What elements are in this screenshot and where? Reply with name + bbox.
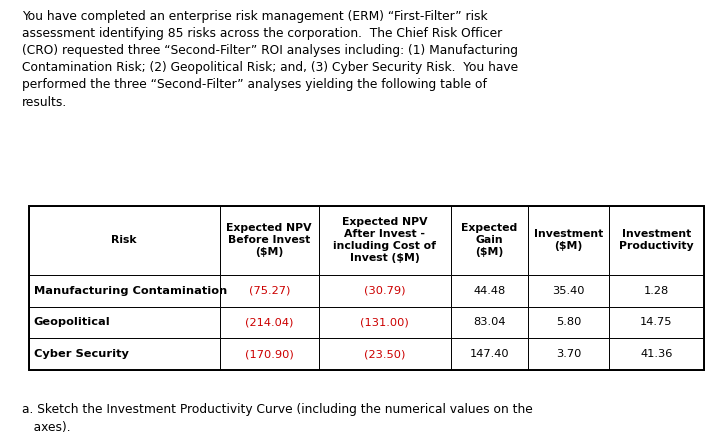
Text: Geopolitical: Geopolitical — [34, 318, 111, 328]
Text: (131.00): (131.00) — [361, 318, 409, 328]
Text: Expected
Gain
($M): Expected Gain ($M) — [462, 223, 518, 258]
Text: Expected NPV
Before Invest
($M): Expected NPV Before Invest ($M) — [227, 223, 312, 258]
Text: 147.40: 147.40 — [469, 349, 509, 359]
Text: Investment
Productivity: Investment Productivity — [619, 230, 694, 251]
Text: 44.48: 44.48 — [473, 286, 505, 296]
Text: Risk: Risk — [112, 235, 137, 245]
Text: Investment
($M): Investment ($M) — [534, 230, 603, 251]
Text: 5.80: 5.80 — [556, 318, 581, 328]
Text: 14.75: 14.75 — [640, 318, 672, 328]
Text: 1.28: 1.28 — [644, 286, 669, 296]
Text: Expected NPV
After Invest -
including Cost of
Invest ($M): Expected NPV After Invest - including Co… — [333, 217, 436, 263]
Text: 35.40: 35.40 — [552, 286, 585, 296]
Text: Cyber Security: Cyber Security — [34, 349, 129, 359]
Text: 83.04: 83.04 — [473, 318, 505, 328]
Text: 41.36: 41.36 — [640, 349, 672, 359]
Text: (214.04): (214.04) — [245, 318, 294, 328]
Text: Manufacturing Contamination: Manufacturing Contamination — [34, 286, 227, 296]
Text: (75.27): (75.27) — [248, 286, 290, 296]
Text: (170.90): (170.90) — [245, 349, 294, 359]
Text: (30.79): (30.79) — [364, 286, 405, 296]
Text: 3.70: 3.70 — [556, 349, 581, 359]
Text: (23.50): (23.50) — [364, 349, 405, 359]
Text: a. Sketch the Investment Productivity Curve (including the numerical values on t: a. Sketch the Investment Productivity Cu… — [22, 403, 532, 434]
Text: You have completed an enterprise risk management (ERM) “First-Filter” risk
asses: You have completed an enterprise risk ma… — [22, 10, 518, 109]
